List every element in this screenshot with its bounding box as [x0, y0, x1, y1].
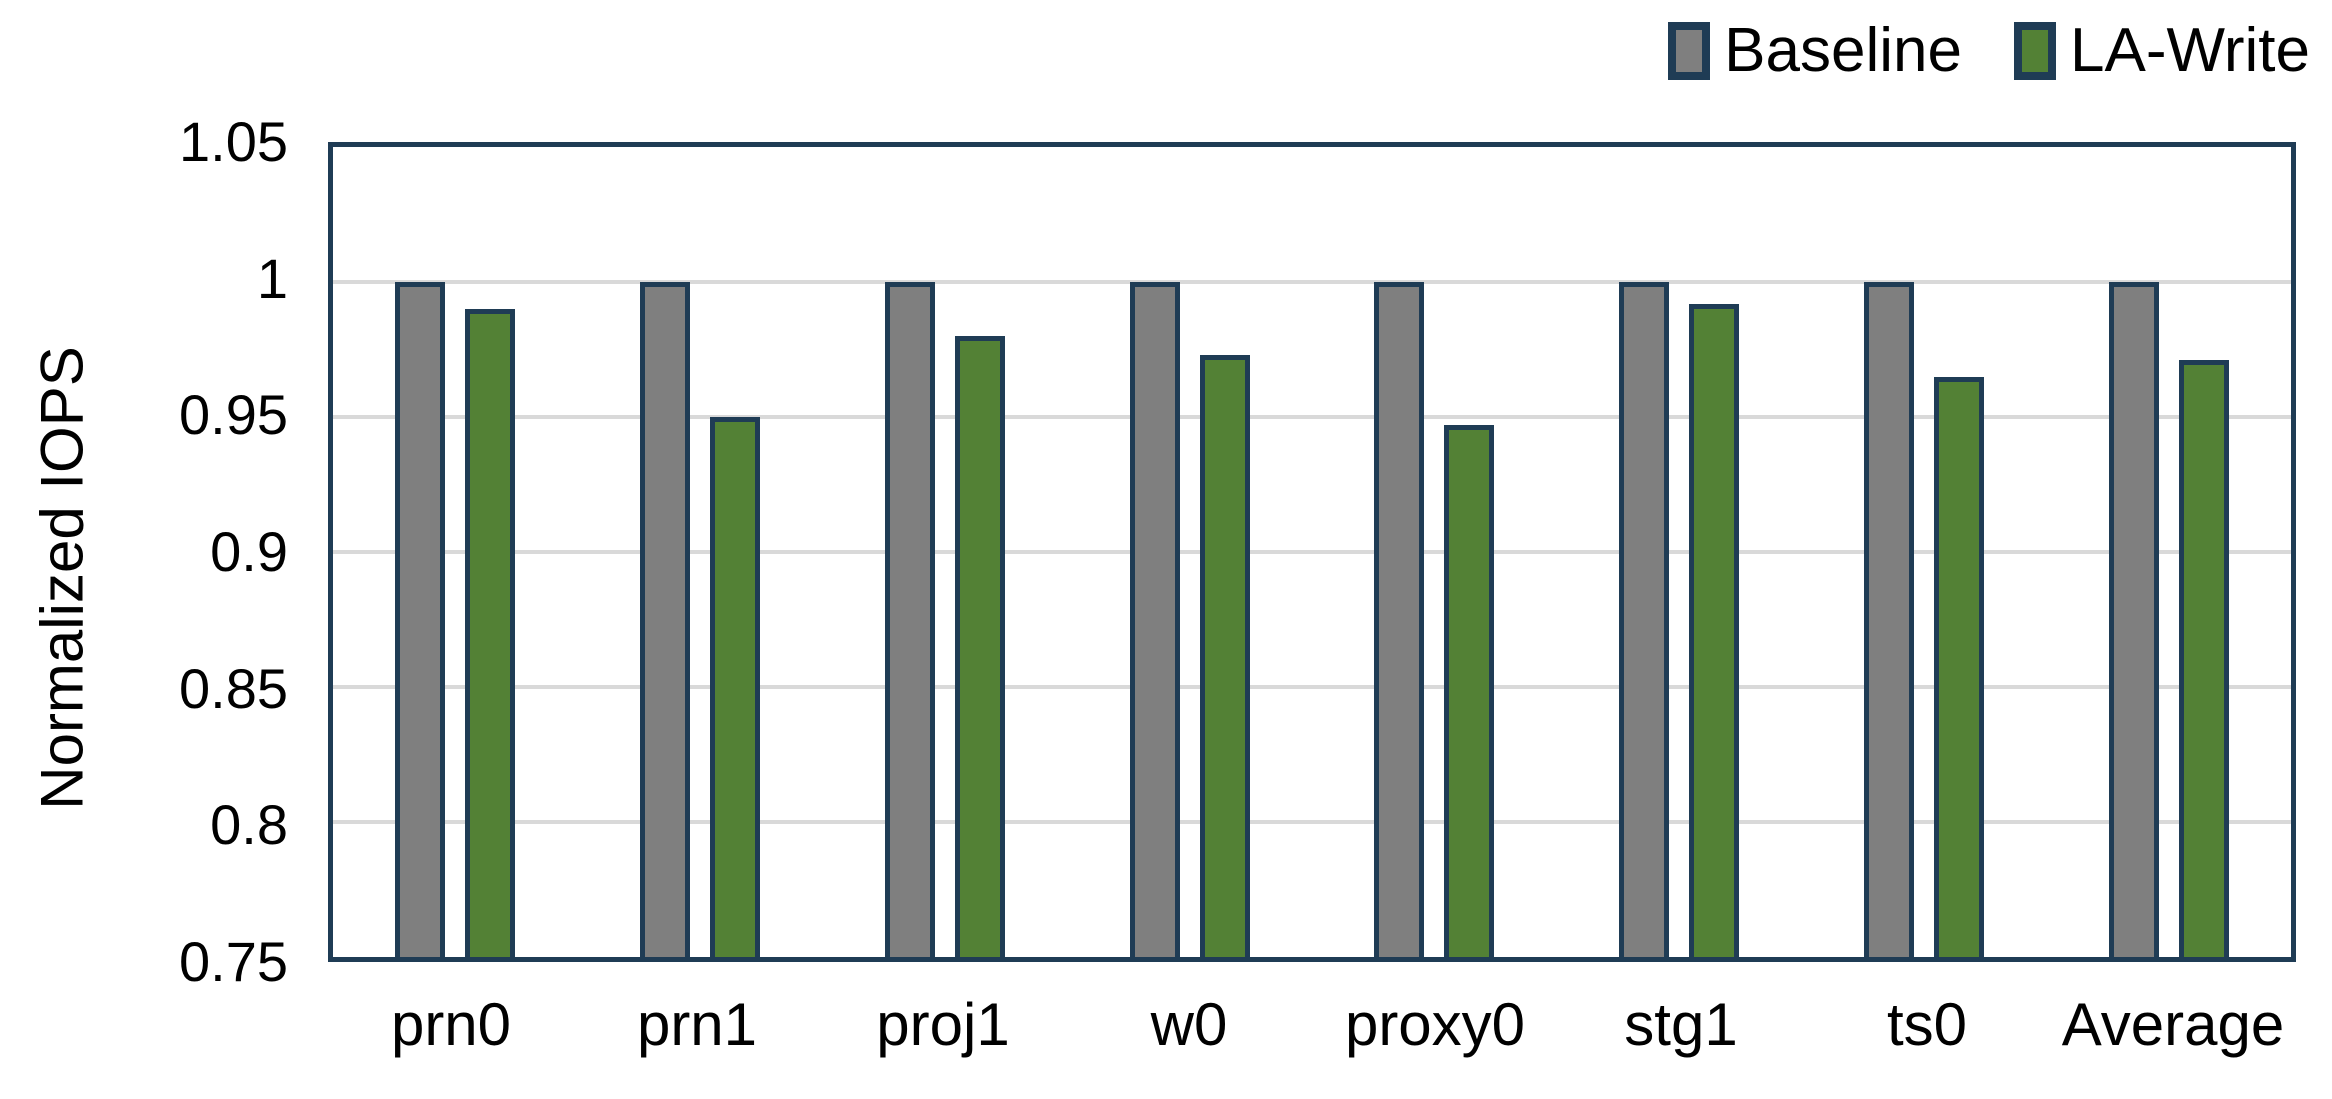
bar-baseline	[1374, 282, 1425, 957]
bar-la-write	[1689, 303, 1740, 957]
plot-area	[328, 142, 2296, 962]
bar-group	[1557, 147, 1802, 957]
y-tick-label: 0.9	[210, 520, 288, 583]
bar-group	[823, 147, 1068, 957]
bar-la-write	[2178, 360, 2229, 957]
bar-la-write	[1444, 425, 1495, 957]
y-tick-label: 0.75	[179, 930, 288, 993]
bar-la-write	[465, 309, 516, 957]
bar-la-write	[954, 336, 1005, 957]
legend-entry-la-write: LA-Write	[2013, 16, 2310, 85]
bar-group	[1802, 147, 2047, 957]
x-tick-label: proxy0	[1344, 991, 1526, 1058]
x-tick-label: prn1	[636, 991, 758, 1058]
legend-swatch-icon	[2013, 22, 2056, 80]
x-tick-label: proj1	[876, 991, 1010, 1058]
bar-group	[1312, 147, 1557, 957]
gridline	[333, 415, 2291, 419]
x-tick-label: prn0	[390, 991, 512, 1058]
bar-group	[1067, 147, 1312, 957]
gridline	[333, 820, 2291, 824]
y-tick-label: 0.8	[210, 793, 288, 857]
legend-label: LA-Write	[2069, 16, 2310, 85]
y-tick-label: 1	[256, 246, 288, 310]
legend-entry-baseline: Baseline	[1668, 20, 1962, 82]
bar-baseline	[1129, 282, 1180, 957]
bar-baseline	[1863, 282, 1914, 957]
x-tick-label: stg1	[1624, 991, 1738, 1058]
bar-la-write	[1933, 376, 1984, 957]
x-tick-label: w0	[1150, 991, 1228, 1058]
bar-group	[2046, 147, 2291, 957]
bar-baseline	[395, 282, 446, 957]
legend-label: Baseline	[1724, 16, 1962, 85]
gridline	[333, 550, 2291, 554]
legend-swatch-icon	[1668, 22, 1711, 80]
bar-group	[578, 147, 823, 957]
bar-baseline	[640, 282, 691, 957]
bar-baseline	[1619, 282, 1670, 957]
bar-groups	[333, 147, 2291, 957]
y-tick-label: 1.05	[179, 110, 288, 173]
x-tick-label: ts0	[1886, 991, 1968, 1058]
bar-baseline	[884, 282, 935, 957]
gridline	[333, 685, 2291, 689]
x-tick-label: Average	[2061, 991, 2285, 1058]
bar-la-write	[1199, 354, 1250, 957]
y-axis-ticks: 1.05 1 0.95 0.9 0.85 0.8 0.75	[0, 0, 288, 1099]
bar-group	[333, 147, 578, 957]
y-tick-label: 0.95	[179, 383, 288, 447]
x-axis-labels: prn0 prn1 proj1 w0 proxy0 stg1 ts0 Average	[328, 995, 2296, 1055]
y-tick-label: 0.85	[179, 656, 288, 720]
gridline	[333, 280, 2291, 284]
bar-baseline	[2108, 282, 2159, 957]
bar-la-write	[710, 417, 761, 957]
legend: Baseline LA-Write	[1668, 20, 2310, 82]
